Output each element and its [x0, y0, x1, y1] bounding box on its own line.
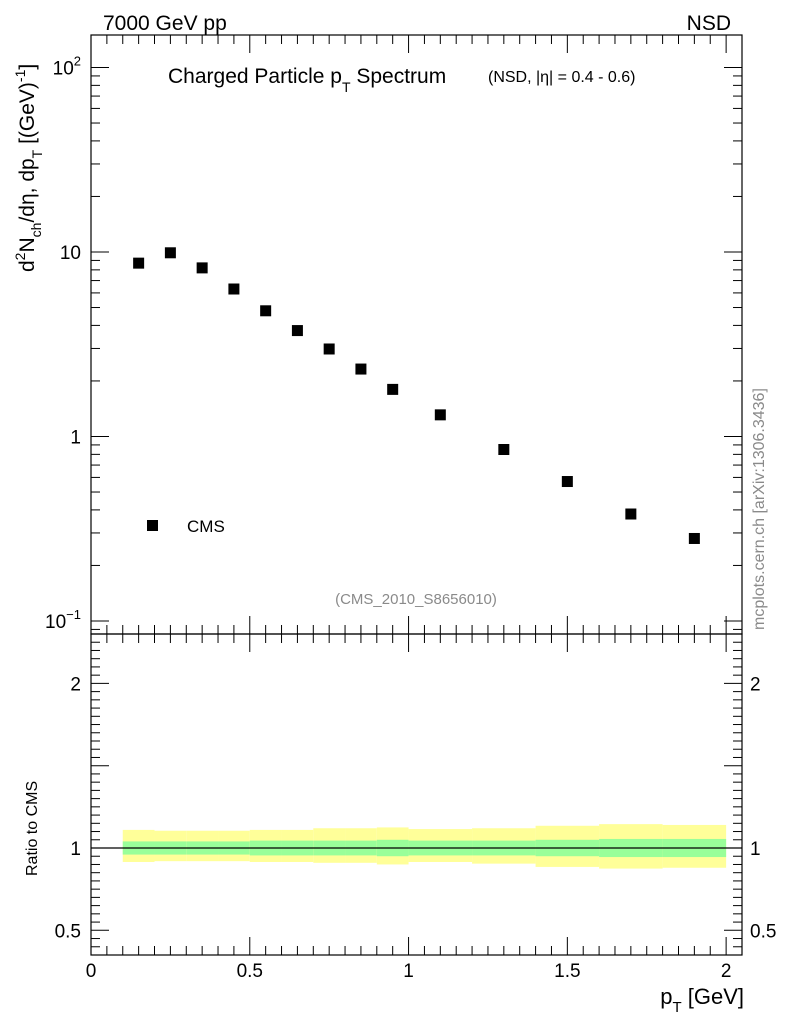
x-tick-label: 1.5: [554, 961, 580, 982]
data-point-cms: [291, 325, 303, 337]
x-tick-label: 0.5: [237, 961, 263, 982]
side-label: mcplots.cern.ch [arXiv:1306.3436]: [751, 388, 768, 630]
data-point-cms: [387, 383, 399, 395]
main-panel: 102 10 1 10−1: [45, 34, 743, 635]
data-point-cms: [355, 363, 367, 375]
data-point-cms: [323, 343, 335, 355]
data-point-cms: [688, 532, 700, 544]
x-tick-label: 0: [86, 961, 97, 982]
data-point-cms: [260, 305, 272, 317]
y-tick-label: 102: [53, 53, 81, 79]
header-left: 7000 GeV pp: [103, 12, 227, 35]
ratio-y-tick-label-left: 2: [70, 674, 81, 695]
data-point-cms: [196, 262, 208, 274]
x-tick-label: 1: [403, 961, 414, 982]
data-point-cms: [164, 247, 176, 259]
ratio-y-tick-label-right: 1: [750, 839, 761, 860]
y-tick-label: 1: [70, 427, 81, 448]
analysis-watermark: (CMS_2010_S8656010): [335, 591, 497, 608]
ratio-frame: [90, 633, 743, 956]
main-y-axis-label: d2Nch/dη, dpT [(GeV)-1]: [12, 64, 45, 272]
main-frame: [90, 34, 743, 635]
x-axis-label: pT [GeV]: [660, 984, 744, 1016]
legend-label-cms: CMS: [187, 517, 225, 536]
ratio-y-tick-label-left: 1: [70, 839, 81, 860]
data-point-cms: [133, 257, 145, 269]
data-point-cms: [228, 283, 240, 295]
data-point-cms: [561, 476, 573, 488]
data-point-cms: [498, 444, 510, 456]
ratio-panel: 0 0.5 1 1.5 22 21 10.5 0.5: [55, 633, 776, 982]
y-tick-label: 10−1: [45, 607, 81, 633]
x-tick-label: 2: [721, 961, 732, 982]
ratio-y-tick-label-right: 2: [750, 674, 761, 695]
ratio-y-tick-label-left: 0.5: [55, 921, 81, 942]
chart-title: Charged Particle pT Spectrum: [168, 65, 446, 95]
data-point-cms: [434, 409, 446, 421]
y-tick-label: 10: [60, 243, 81, 264]
ratio-y-axis-label: Ratio to CMS: [24, 781, 41, 876]
legend-marker-cms: [147, 520, 158, 531]
chart-subtitle: (NSD, |η| = 0.4 - 0.6): [488, 69, 635, 86]
data-point-cms: [625, 508, 637, 520]
header-right: NSD: [687, 12, 731, 35]
ratio-y-tick-label-right: 0.5: [750, 921, 776, 942]
